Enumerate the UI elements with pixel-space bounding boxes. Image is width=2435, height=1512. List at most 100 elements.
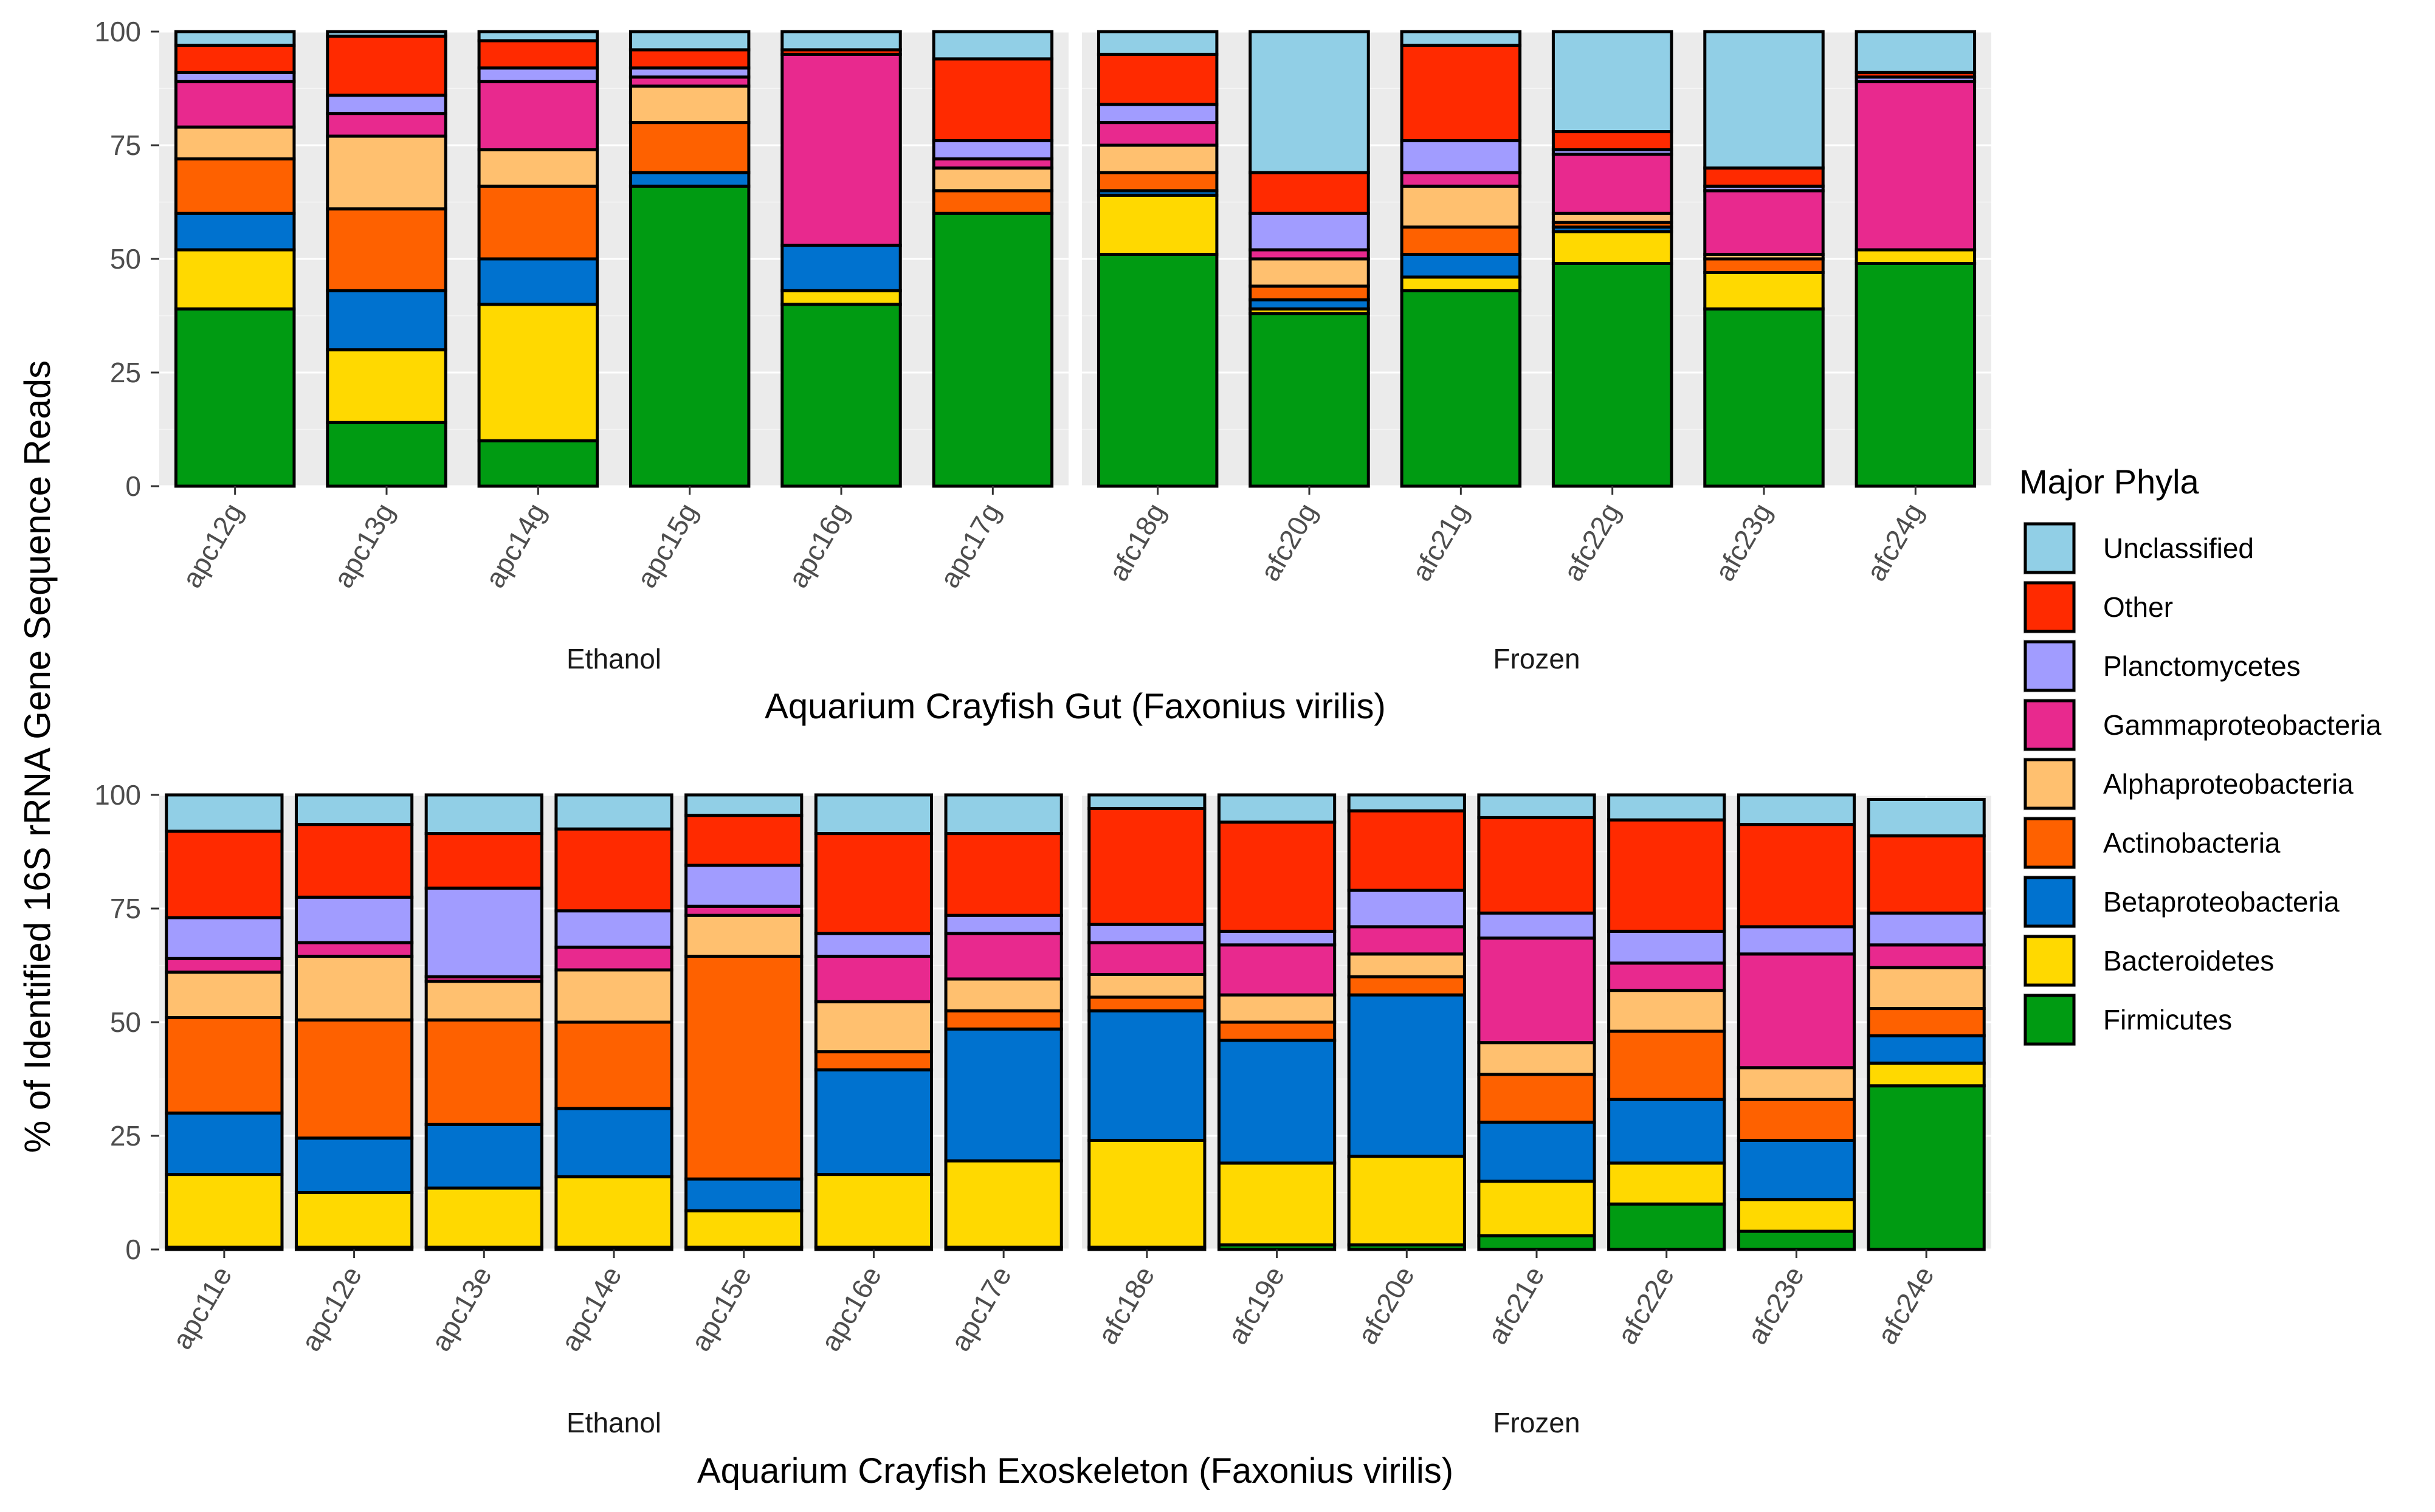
bar-segment-unclassified xyxy=(326,30,447,38)
bar-segment-other xyxy=(629,48,751,70)
legend-swatch xyxy=(2023,699,2076,751)
legend-label: Other xyxy=(2103,591,2173,623)
bar-segment-other xyxy=(1248,171,1370,215)
bar-segment-bacteroidetes xyxy=(1737,1198,1856,1233)
bar-segment-actinobacteria xyxy=(1867,1007,1986,1037)
bar-apc14e xyxy=(554,793,673,1251)
bar-segment-planctomycetes xyxy=(1607,929,1726,965)
bar-segment-gammaproteobacteria xyxy=(1867,943,1986,969)
bar-segment-other xyxy=(165,830,284,919)
bar-segment-betaproteobacteria xyxy=(780,244,902,292)
bar-segment-other xyxy=(944,832,1063,917)
bar-segment-actinobacteria xyxy=(1737,1098,1856,1142)
bar-segment-firmicutes xyxy=(174,307,296,488)
bar-segment-actinobacteria xyxy=(932,189,1054,215)
bar-segment-unclassified xyxy=(294,793,414,826)
bar-afc20g xyxy=(1248,30,1370,488)
bar-segment-unclassified xyxy=(1551,30,1673,134)
bar-segment-actinobacteria xyxy=(1097,171,1219,193)
bar-segment-firmicutes xyxy=(1867,1084,1986,1251)
bar-afc20e xyxy=(1347,793,1466,1251)
bar-segment-other xyxy=(326,34,447,97)
legend-item-betaproteobacteria: Betaproteobacteria xyxy=(2023,875,2340,929)
legend-label: Unclassified xyxy=(2103,532,2254,564)
bar-segment-actinobacteria xyxy=(814,1050,934,1072)
bar-segment-other xyxy=(814,832,934,935)
bar-segment-betaproteobacteria xyxy=(1867,1034,1986,1065)
bar-segment-gammaproteobacteria xyxy=(174,80,296,129)
bar-segment-other xyxy=(1347,809,1466,892)
legend-label: Bacteroidetes xyxy=(2103,945,2274,977)
bar-segment-alphaproteobacteria xyxy=(629,84,751,125)
bar-segment-actinobacteria xyxy=(424,1018,543,1126)
bar-segment-bacteroidetes xyxy=(477,303,599,442)
bar-segment-bacteroidetes xyxy=(1703,270,1825,311)
bar-segment-unclassified xyxy=(1477,793,1596,819)
bar-segment-other xyxy=(1867,834,1986,915)
bar-segment-actinobacteria xyxy=(1347,975,1466,997)
bar-segment-alphaproteobacteria xyxy=(684,913,804,958)
bar-segment-firmicutes xyxy=(477,439,599,488)
facet-strip-label: Frozen xyxy=(1493,1407,1580,1438)
bar-segment-gammaproteobacteria xyxy=(554,946,673,972)
bar-segment-betaproteobacteria xyxy=(1217,1039,1337,1165)
bar-segment-unclassified xyxy=(814,793,934,836)
bar-segment-unclassified xyxy=(1087,793,1207,810)
legend-item-gammaproteobacteria: Gammaproteobacteria xyxy=(2023,698,2382,752)
legend-item-unclassified: Unclassified xyxy=(2023,521,2254,575)
bar-apc16e xyxy=(814,793,934,1251)
bar-segment-unclassified xyxy=(944,793,1063,836)
bar-segment-bacteroidetes xyxy=(1855,248,1977,265)
bar-apc17e xyxy=(944,793,1063,1251)
bar-segment-betaproteobacteria xyxy=(554,1107,673,1178)
bar-segment-planctomycetes xyxy=(477,66,599,83)
bar-afc21g xyxy=(1400,30,1522,488)
bar-segment-bacteroidetes xyxy=(814,1173,934,1249)
bar-segment-actinobacteria xyxy=(1607,1029,1726,1101)
bar-segment-bacteroidetes xyxy=(1551,230,1673,265)
bar-segment-alphaproteobacteria xyxy=(1097,143,1219,174)
bar-segment-alphaproteobacteria xyxy=(1248,257,1370,288)
bar-segment-alphaproteobacteria xyxy=(1217,993,1337,1024)
bar-segment-betaproteobacteria xyxy=(424,1122,543,1190)
legend-item-other: Other xyxy=(2023,580,2173,634)
bar-segment-gammaproteobacteria xyxy=(1097,121,1219,147)
bar-segment-actinobacteria xyxy=(326,207,447,292)
y-tick-label: 75 xyxy=(110,893,141,924)
bar-segment-betaproteobacteria xyxy=(1737,1138,1856,1201)
bar-segment-unclassified xyxy=(1737,793,1856,826)
facet-strip-label: Ethanol xyxy=(567,643,661,675)
bar-segment-actinobacteria xyxy=(165,1016,284,1115)
bar-segment-other xyxy=(174,43,296,74)
bar-segment-alphaproteobacteria xyxy=(294,955,414,1022)
bar-segment-bacteroidetes xyxy=(1867,1061,1986,1088)
bar-segment-gammaproteobacteria xyxy=(1737,952,1856,1070)
bar-afc24g xyxy=(1855,30,1977,488)
bar-segment-alphaproteobacteria xyxy=(944,977,1063,1012)
bar-segment-betaproteobacteria xyxy=(1087,1009,1207,1142)
bar-segment-gammaproteobacteria xyxy=(944,932,1063,981)
bar-segment-unclassified xyxy=(1703,30,1825,170)
bar-segment-unclassified xyxy=(932,30,1054,61)
bar-segment-gammaproteobacteria xyxy=(1087,941,1207,976)
bar-segment-bacteroidetes xyxy=(944,1159,1063,1249)
bar-segment-actinobacteria xyxy=(684,955,804,1181)
panel-title: Aquarium Crayfish Gut (Faxonius virilis) xyxy=(765,687,1386,726)
y-tick-label: 25 xyxy=(110,357,141,388)
legend-swatch xyxy=(2023,935,2076,987)
legend-swatch xyxy=(2023,581,2076,633)
bar-segment-bacteroidetes xyxy=(1347,1155,1466,1247)
bar-segment-firmicutes xyxy=(629,184,751,488)
bar-segment-bacteroidetes xyxy=(1607,1161,1726,1206)
bar-segment-alphaproteobacteria xyxy=(1867,966,1986,1011)
bar-segment-bacteroidetes xyxy=(1400,275,1522,292)
panel-title: Aquarium Crayfish Exoskeleton (Faxonius … xyxy=(697,1451,1453,1491)
bar-segment-betaproteobacteria xyxy=(165,1112,284,1177)
bar-segment-firmicutes xyxy=(1248,312,1370,488)
bar-segment-firmicutes xyxy=(1477,1234,1596,1251)
bar-segment-bacteroidetes xyxy=(174,248,296,311)
bar-segment-other xyxy=(554,827,673,913)
bar-segment-alphaproteobacteria xyxy=(1347,952,1466,978)
bar-segment-gammaproteobacteria xyxy=(1347,925,1466,956)
bar-segment-bacteroidetes xyxy=(165,1173,284,1249)
